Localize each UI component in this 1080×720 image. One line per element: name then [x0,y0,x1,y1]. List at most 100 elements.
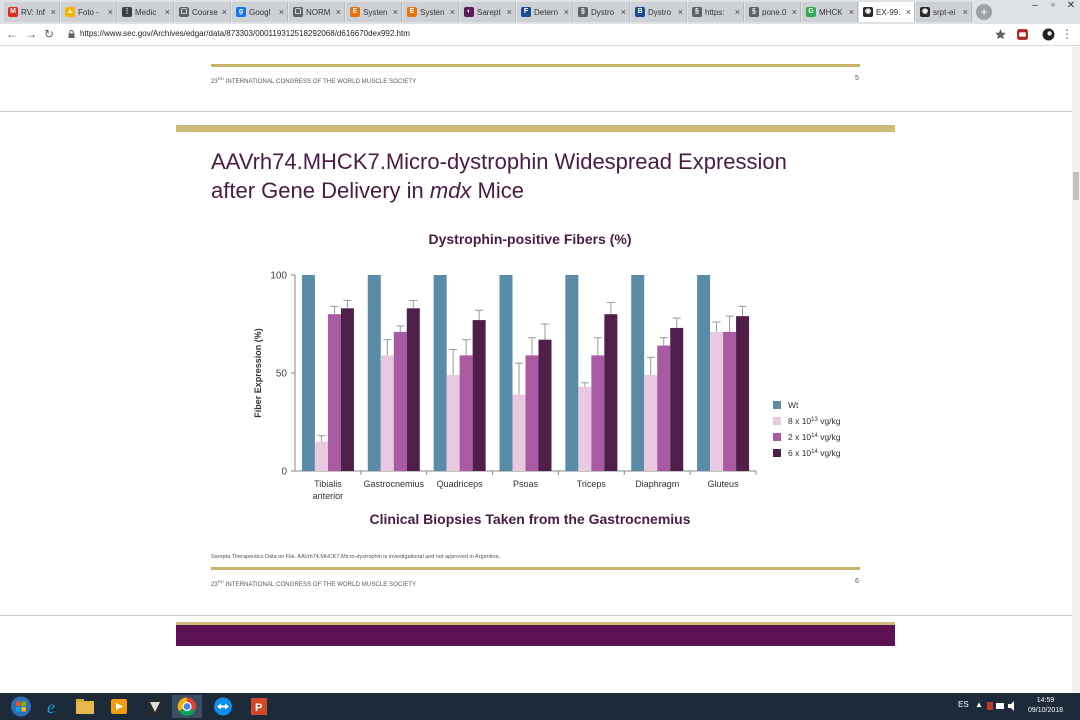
bar [472,320,486,471]
profile-avatar-icon[interactable] [1042,28,1055,41]
minimize-button[interactable]: – [1032,0,1038,11]
language-indicator[interactable]: ES [958,700,969,709]
svg-text:P: P [255,702,262,714]
tab-close-icon[interactable]: × [164,7,170,17]
browser-tab[interactable]: ◐ Sarept × [460,2,516,22]
y-axis-label: Fiber Expression (%) [253,328,263,418]
windows-taskbar: e P ES ▲ 14:59 09/10/2018 [0,693,1080,720]
bar [340,308,354,471]
tab-close-icon[interactable]: × [791,7,797,17]
browser-tab[interactable]: ◉ srpt-ei × [916,2,972,22]
slide-footnote: Sarepta Therapeutics Data on File. AAVrh… [211,554,501,560]
browser-tab[interactable]: ▲ Foto - × [61,2,117,22]
tab-favicon-icon: ◐ [464,7,474,17]
x-tick-label: Quadriceps [437,479,484,489]
tab-close-icon[interactable]: × [962,7,968,17]
tab-close-icon[interactable]: × [278,7,284,17]
y-tick-label: 50 [276,369,288,380]
app-shield-icon[interactable] [140,695,170,718]
tab-favicon-icon: G [806,7,816,17]
tab-favicon-icon: ◉ [863,7,873,17]
tab-favicon-icon: E [350,7,360,17]
extension-icon[interactable] [1016,28,1029,41]
show-hidden-icons-icon[interactable]: ▲ [975,700,983,709]
window-close-button[interactable]: ✕ [1066,0,1076,11]
tab-close-icon[interactable]: × [848,7,854,17]
tab-close-icon[interactable]: × [449,7,455,17]
tab-title: pone.0 [762,7,787,17]
browser-tab[interactable]: F Detern × [517,2,573,22]
x-tick-label: Tibialis [314,479,342,489]
browser-tab[interactable]: E Systen × [346,2,402,22]
scrollbar-thumb[interactable] [1073,172,1079,200]
browser-tab[interactable]: g Googl × [232,2,288,22]
powerpoint-icon[interactable]: P [244,695,274,718]
url-field[interactable]: https://www.sec.gov/Archives/edgar/data/… [80,29,410,38]
tab-title: Foto - [78,7,99,17]
browser-tab[interactable]: § Dystro × [574,2,630,22]
bar [644,374,658,471]
tab-close-icon[interactable]: × [563,7,569,17]
media-player-icon[interactable] [104,695,134,718]
browser-tab[interactable]: B Dystro × [631,2,687,22]
menu-icon[interactable]: ⋮ [1061,27,1073,41]
bar [736,316,750,471]
bar [327,314,341,471]
tab-favicon-icon: E [407,7,417,17]
browser-tab[interactable]: ⋮ Medic × [118,2,174,22]
legend-label: 6 x 1014 vg/kg [788,448,841,458]
vertical-scrollbar[interactable] [1072,47,1080,693]
back-icon[interactable]: ← [6,27,18,41]
tab-close-icon[interactable]: × [905,7,911,17]
tab-close-icon[interactable]: × [677,7,683,17]
tab-favicon-icon: ▲ [65,7,75,17]
teamviewer-icon[interactable] [208,695,238,718]
browser-tab[interactable]: § pone.0 × [745,2,801,22]
tab-close-icon[interactable]: × [221,7,227,17]
browser-tab[interactable]: ▢ Course × [175,2,231,22]
file-explorer-icon[interactable] [70,695,100,718]
tab-title: Systen [420,7,445,17]
new-tab-button[interactable]: + [976,4,992,20]
x-tick-label: Gluteus [708,479,740,489]
tab-favicon-icon: ▢ [179,7,189,17]
start-button-icon[interactable] [6,695,36,718]
bar [525,355,539,471]
browser-tab[interactable]: § https: × [688,2,744,22]
browser-tab[interactable]: ◉ EX-99. × [859,2,915,22]
prev-slide-page-number: 5 [855,75,859,82]
bar [512,394,526,471]
tab-close-icon[interactable]: × [50,7,56,17]
tab-close-icon[interactable]: × [506,7,512,17]
internet-explorer-icon[interactable]: e [38,695,68,718]
reload-icon[interactable]: ↻ [43,27,55,41]
y-tick-label: 0 [281,467,287,478]
bar [446,374,460,471]
browser-tab[interactable]: E Systen × [403,2,459,22]
forward-icon[interactable]: → [25,27,37,41]
browser-tab[interactable]: G MHCK × [802,2,858,22]
tab-favicon-icon: ▢ [293,7,303,17]
bar [393,331,407,471]
legend-label: 2 x 1014 vg/kg [788,432,841,442]
tab-title: Sarept [477,7,501,17]
maximize-button[interactable]: ▫ [1051,0,1055,11]
taskbar-clock[interactable]: 14:59 09/10/2018 [1028,697,1064,714]
star-icon[interactable] [994,28,1007,41]
x-tick-label: Triceps [577,479,607,489]
tab-close-icon[interactable]: × [392,7,398,17]
browser-tab[interactable]: M RV: Inf × [4,2,60,22]
bar [710,331,724,471]
tab-title: NORM [306,7,331,17]
slide-footer-rule [211,567,860,570]
system-tray-icons[interactable] [985,700,1019,712]
browser-tab[interactable]: ▢ NORM × [289,2,345,22]
tab-close-icon[interactable]: × [335,7,341,17]
chrome-icon[interactable] [172,695,202,718]
tab-title: Detern [534,7,559,17]
tab-close-icon[interactable]: × [620,7,626,17]
tab-close-icon[interactable]: × [734,7,740,17]
tab-title: MHCK [819,7,843,17]
tab-close-icon[interactable]: × [107,7,113,17]
tab-title: Dystro [648,7,672,17]
